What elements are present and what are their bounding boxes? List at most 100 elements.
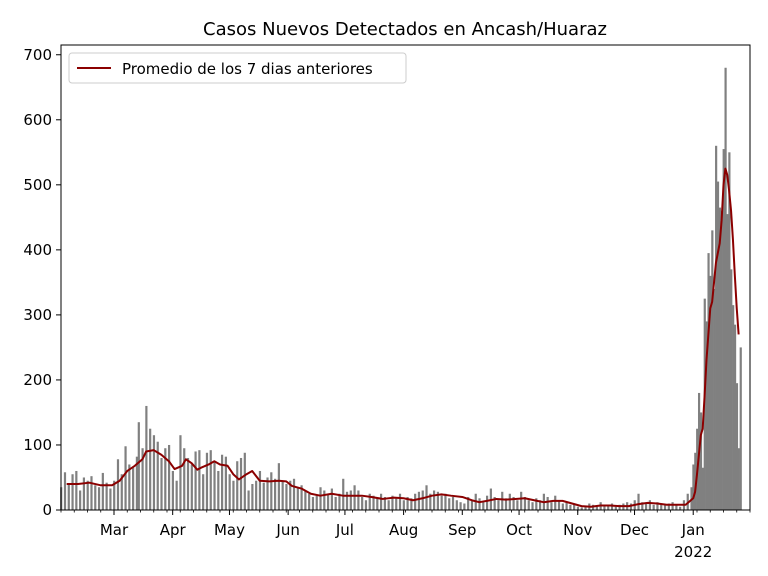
case-bar [508,493,511,510]
x-tick-label: Jul [335,521,354,539]
case-bar [387,500,390,510]
case-bar [63,472,67,510]
case-bar [451,496,455,510]
case-bar [724,67,727,510]
case-bar [667,503,670,510]
case-bar [561,503,564,510]
case-bar [414,493,417,510]
case-bar [183,448,186,510]
case-bar [728,152,731,510]
case-bar [732,305,735,510]
case-bar [326,493,330,510]
case-bar [308,493,311,510]
case-bar [171,470,174,510]
case-bar [663,504,667,510]
y-tick-label: 200 [23,371,52,389]
case-bar [652,504,655,510]
case-bar [319,487,322,510]
chart-title: Casos Nuevos Detectados en Ancash/Huaraz [203,19,607,40]
case-bar [660,503,663,510]
case-bar [67,483,70,510]
case-bar [217,470,220,510]
case-bar [251,483,254,510]
legend-label: Promedio de los 7 dias anteriores [122,60,373,78]
legend: Promedio de los 7 dias anteriores [68,52,407,84]
case-bar [391,495,394,510]
case-bar [228,474,231,510]
case-bar [656,502,659,510]
y-tick-label: 300 [23,306,52,324]
case-bar [205,452,209,510]
case-bar [255,480,258,510]
case-bar [644,503,648,510]
case-bar [97,487,101,510]
case-bar [289,480,292,510]
case-bar [637,493,640,510]
case-bar [209,450,212,510]
case-bar [311,496,315,510]
case-bar [459,502,462,510]
case-bar [493,496,496,510]
case-bar [671,502,674,510]
case-bar [135,456,139,510]
case-bar [202,474,205,510]
case-bar [629,503,633,510]
y-tick-label: 700 [23,46,52,64]
case-bar [675,504,678,510]
case-bar [699,412,703,510]
case-bar [576,506,580,510]
case-bar [410,498,413,510]
case-bar [718,207,722,510]
y-tick-label: 600 [23,111,52,129]
case-bar [167,444,171,510]
case-bar [277,463,280,510]
case-bar [368,493,371,510]
case-bar [713,288,716,510]
case-bar [733,324,737,510]
case-bar [75,470,78,510]
case-bar [478,498,481,510]
case-bar [402,500,405,510]
case-bar [247,490,250,510]
case-bar [149,428,152,510]
case-bar [145,405,148,510]
case-bar [342,478,345,510]
case-bar [398,493,402,510]
case-bar [516,500,519,510]
x-axis: Mar Apr May Jun Jul Aug Sep Oct Nov Dec Jan 2022 [60,510,751,561]
case-bar [550,502,553,510]
case-bar [730,269,733,510]
case-bar [105,482,108,510]
case-bar [220,454,224,510]
case-bar [132,467,135,510]
legend-box [68,52,407,84]
case-bar [152,435,156,510]
case-bar [720,210,723,510]
case-bar [709,275,712,510]
case-bar [120,474,123,510]
y-tick-label: 500 [23,176,52,194]
case-bar [429,493,432,510]
case-bar [262,482,265,510]
case-bar [71,474,74,510]
case-bar [614,506,617,510]
case-bar [417,491,421,510]
case-bar [361,496,364,510]
case-bar [546,496,549,510]
case-bar [190,464,193,510]
case-bar [164,448,167,510]
x-tick-label: Jun [275,521,299,539]
case-bar [383,496,386,510]
case-bar [232,480,235,510]
case-bar [236,461,239,510]
case-bar [512,496,515,510]
case-bar [705,321,708,510]
case-bar [692,464,695,510]
case-bar [485,495,489,510]
case-bar [258,470,262,510]
case-bar [716,181,720,510]
case-bar [527,500,530,510]
avg-7d-line [66,167,740,508]
case-bar [79,490,82,510]
